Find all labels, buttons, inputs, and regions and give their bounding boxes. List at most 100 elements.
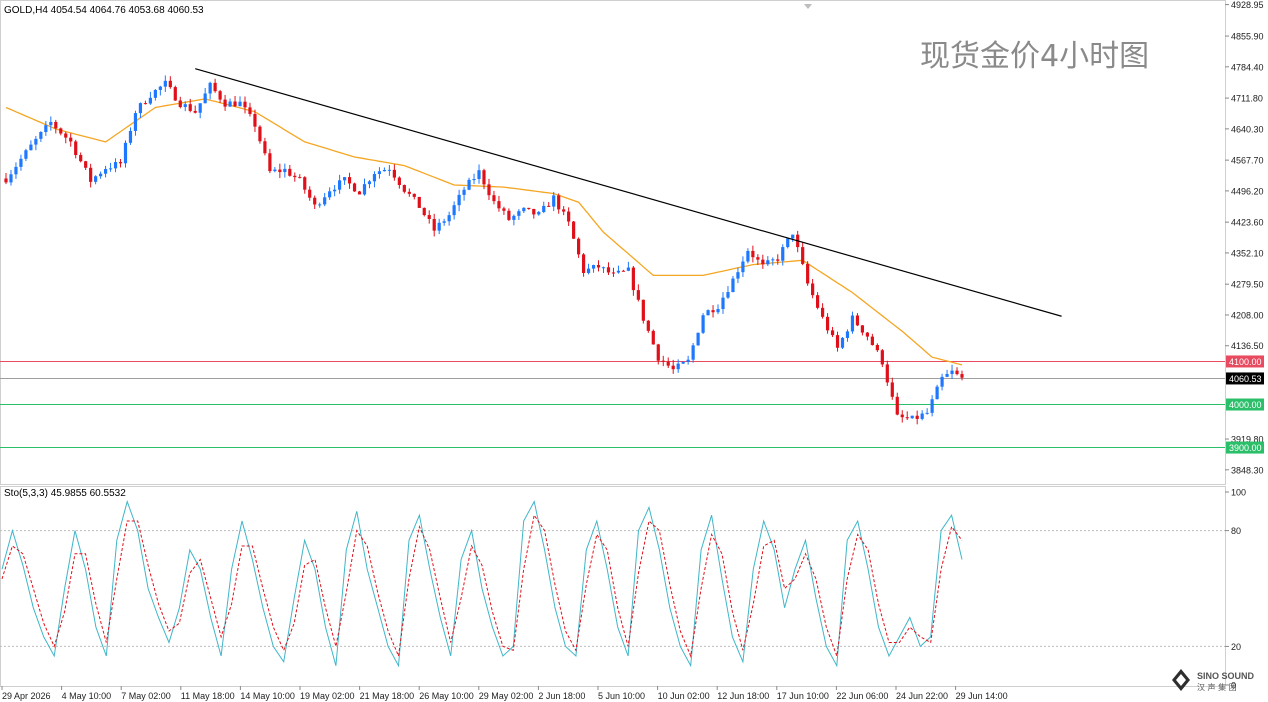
candle-body [885, 364, 889, 383]
candle-body [44, 125, 48, 132]
candle-body [601, 267, 606, 269]
candle [616, 265, 621, 274]
candle [263, 137, 267, 156]
candle [567, 207, 571, 226]
candle-body [9, 174, 13, 183]
candle [213, 78, 217, 93]
candle-body [537, 212, 541, 215]
candle-body [925, 412, 929, 414]
candle [691, 342, 695, 363]
candle-body [178, 100, 182, 108]
candle-body [746, 250, 750, 262]
candle-body [243, 101, 247, 108]
candle [681, 360, 685, 365]
candle [736, 267, 740, 284]
time-axis: 29 Apr 2026 4 May 10:00 7 May 02:00 11 May … [1, 686, 1008, 701]
candle [138, 102, 143, 119]
stochastic-oscillator: 100 80 20 0 [0, 488, 1246, 691]
time-tick-label: 21 May 18:00 [360, 691, 415, 701]
candle [293, 172, 297, 182]
candle-body [781, 247, 785, 261]
candle [651, 329, 655, 345]
candle-body [158, 86, 162, 90]
time-tick-label: 24 Jun 22:00 [896, 691, 948, 701]
candle [103, 165, 108, 178]
logo-diamond-inner-icon [1176, 674, 1186, 686]
candle [243, 96, 247, 114]
candle [34, 136, 38, 151]
candle [895, 392, 899, 416]
candle-body [686, 359, 690, 362]
candle [233, 95, 237, 107]
candle-body [427, 215, 431, 219]
candle [19, 154, 23, 171]
candle-body [666, 361, 670, 366]
candle [377, 167, 382, 179]
candle [49, 116, 53, 131]
level-tag [1226, 355, 1264, 368]
candle-body [616, 270, 621, 273]
trendline-group [195, 68, 1062, 317]
candle-body [118, 162, 123, 164]
candle-body [865, 332, 869, 337]
candle [178, 96, 182, 109]
candle-body [218, 91, 222, 100]
candle-body [452, 205, 456, 216]
time-tick-label: 29 May 02:00 [479, 691, 534, 701]
candle-body [273, 169, 277, 172]
candle [9, 169, 13, 186]
candle-body [736, 272, 740, 279]
candle [74, 139, 78, 159]
price-pane[interactable] [0, 0, 1226, 485]
candle-body [283, 168, 287, 173]
candle [163, 75, 167, 92]
candle [552, 191, 556, 212]
candle [776, 254, 780, 265]
candle-body [213, 82, 217, 92]
candle-body [193, 110, 197, 113]
candle [477, 164, 481, 184]
candle [930, 395, 934, 417]
oscillator-pane[interactable] [0, 486, 1226, 687]
candle-body [39, 131, 43, 139]
candle-body [522, 207, 526, 212]
candle-body [900, 414, 904, 418]
candle-body [357, 191, 362, 195]
candle-body [367, 181, 372, 185]
candle-body [138, 103, 143, 114]
candle [686, 355, 690, 365]
candle [228, 98, 232, 107]
candle-body [228, 101, 232, 107]
candle [870, 333, 874, 346]
candle [711, 305, 715, 318]
candle-body [128, 130, 133, 143]
candle-body [462, 189, 466, 195]
stochastic-main-line [1, 499, 963, 668]
logo: SINO SOUND 汉 声 集 团 [1172, 669, 1255, 692]
candle-body [103, 169, 108, 174]
candle [113, 158, 118, 173]
candle-body [447, 215, 451, 222]
candle-body [163, 80, 167, 87]
candle-body [776, 259, 780, 261]
candle [238, 96, 242, 107]
candle [432, 213, 436, 237]
candle-body [572, 221, 576, 239]
price-tick-label: 4136.50 [1231, 341, 1264, 351]
candle [283, 163, 287, 178]
candle [905, 411, 909, 420]
logo-text-bottom: 汉 声 集 团 [1197, 682, 1237, 692]
candle-body [477, 170, 481, 180]
price-tick-label: 4279.50 [1231, 280, 1264, 290]
osc-tick-label: 0 [1231, 681, 1236, 691]
candle [572, 220, 576, 240]
candle [696, 332, 700, 346]
candle [830, 326, 835, 338]
candle [751, 245, 755, 263]
candle [487, 178, 491, 201]
candle [940, 373, 944, 391]
candle [367, 180, 372, 189]
candle [318, 202, 322, 208]
scroll-marker-icon[interactable] [804, 4, 812, 9]
